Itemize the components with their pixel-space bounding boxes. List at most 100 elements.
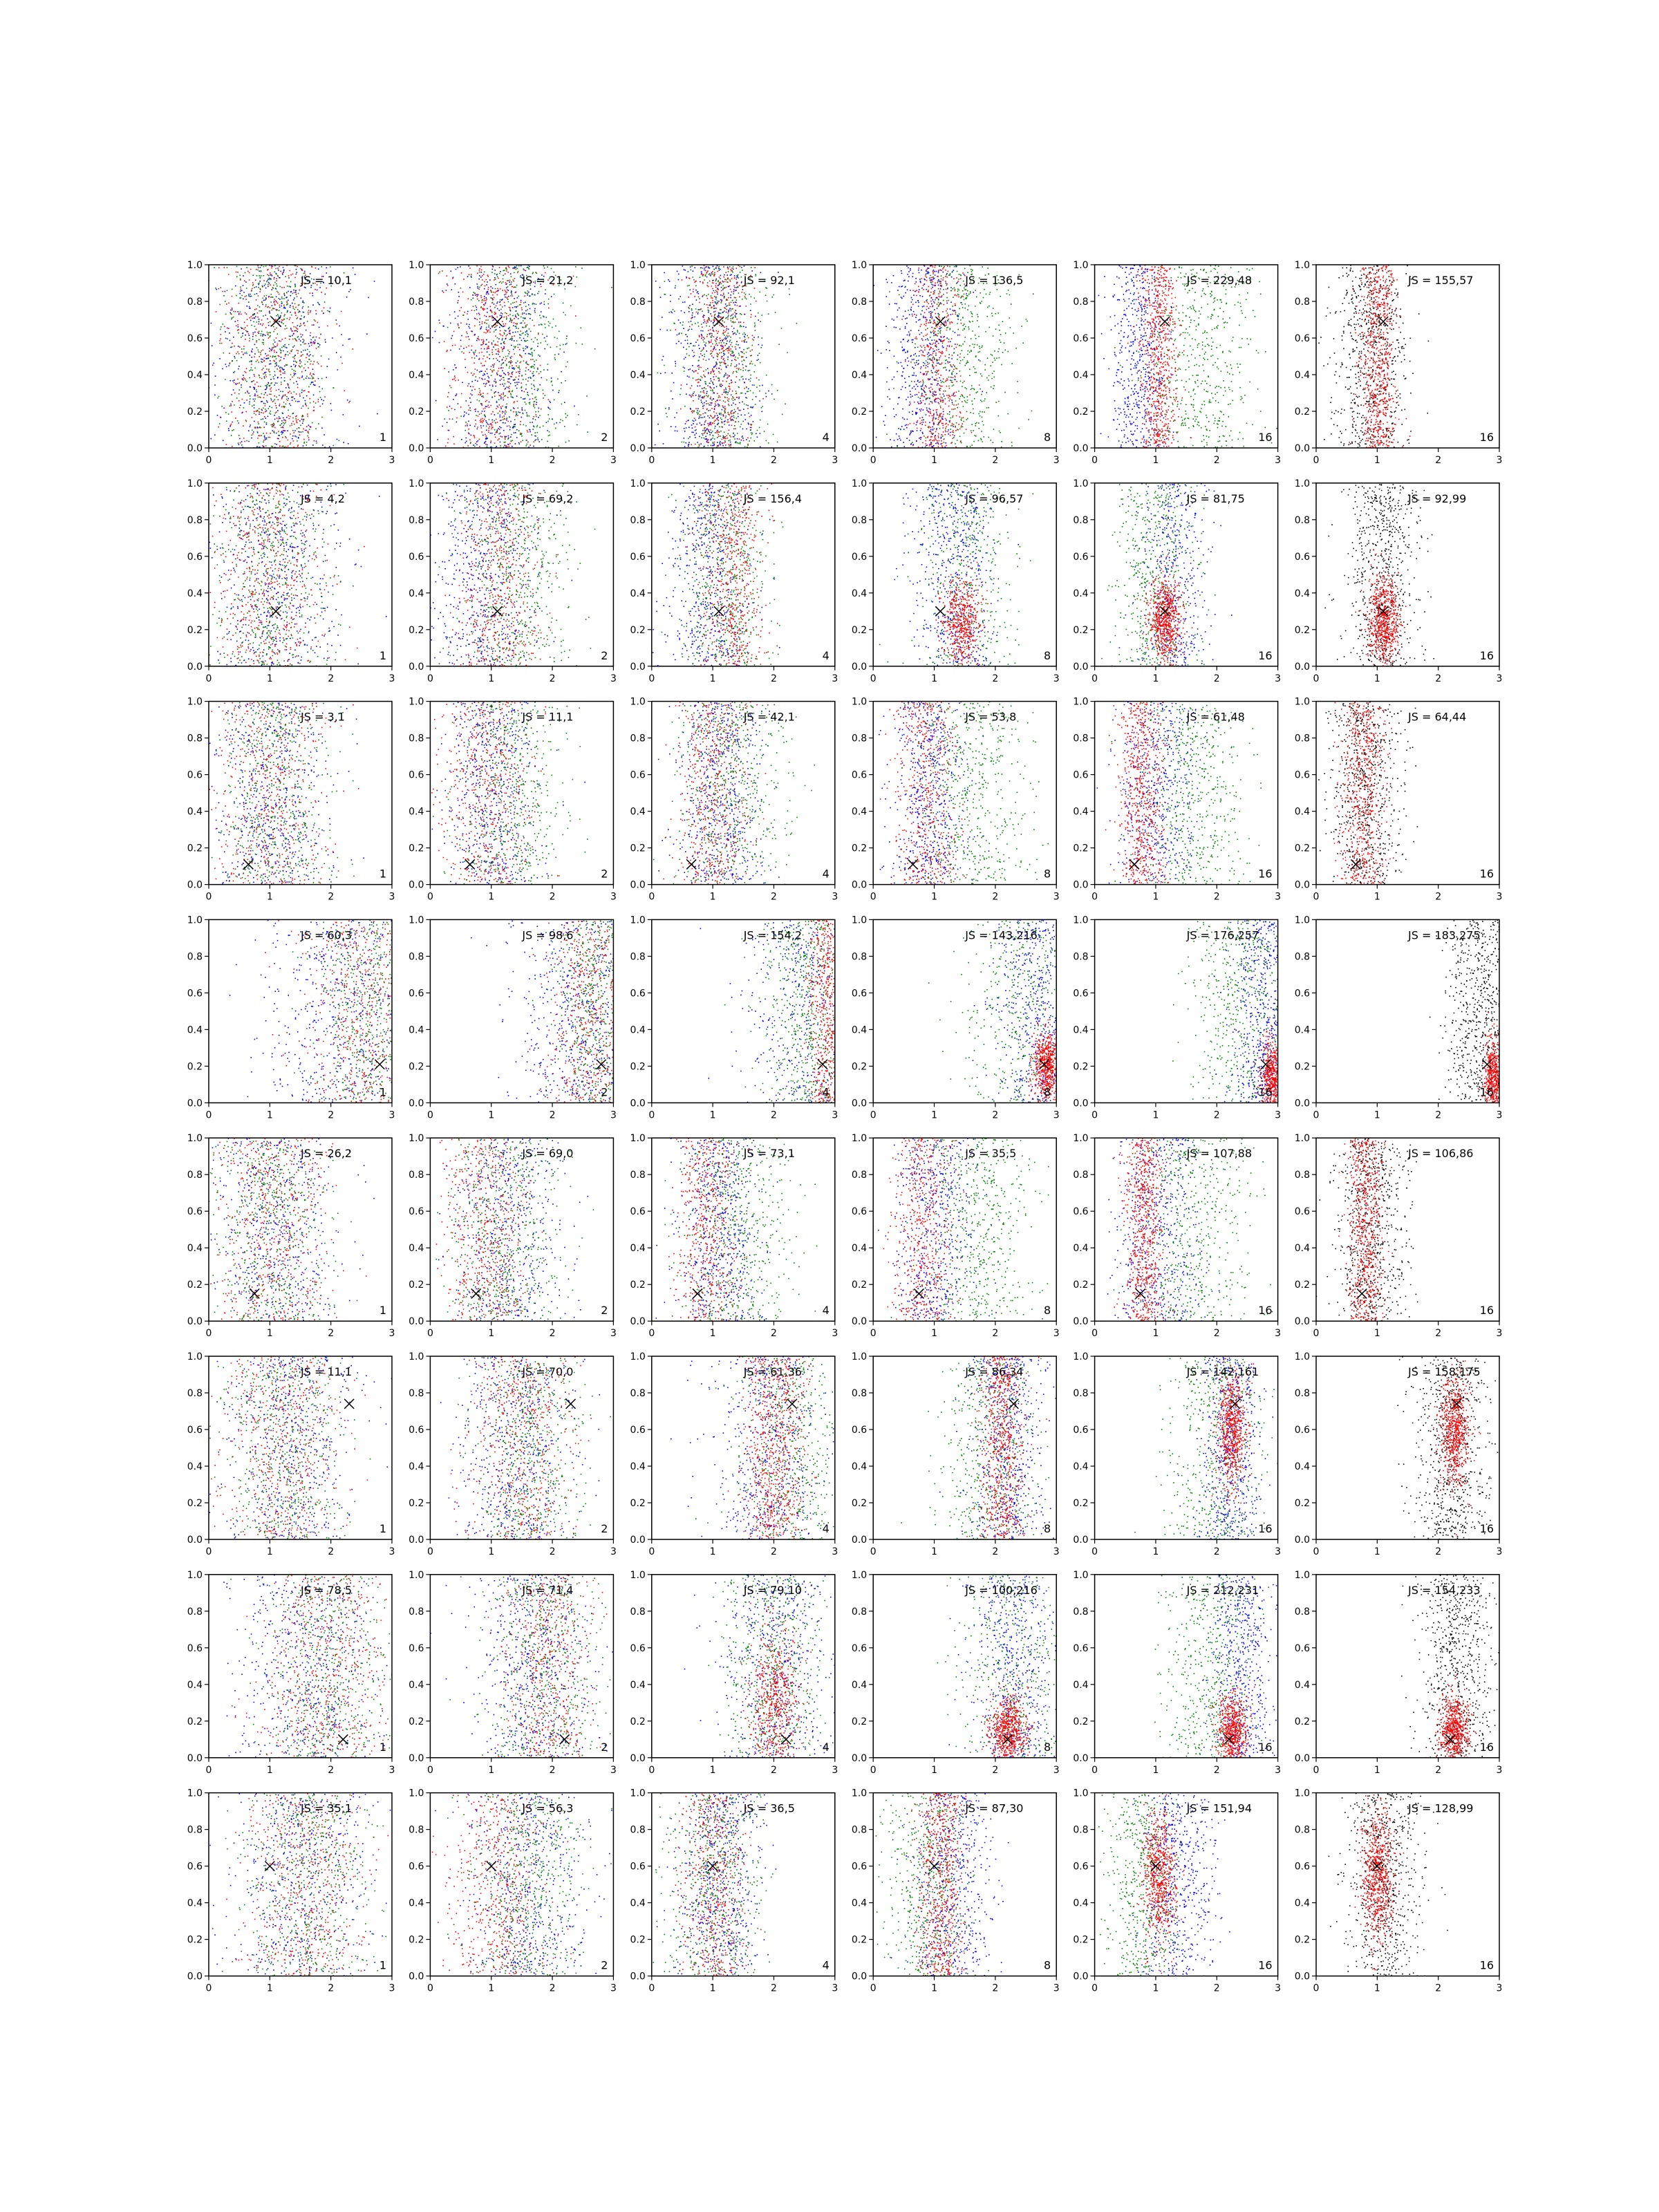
- y-tick-label: 0.2: [409, 1280, 424, 1291]
- x-marker-icon: [271, 606, 281, 616]
- k-value-label: 4: [823, 1741, 830, 1754]
- x-tick-label: 0: [870, 892, 877, 903]
- x-tick-label: 0: [1091, 455, 1098, 466]
- y-tick-label: 0.6: [187, 1206, 203, 1217]
- x-tick-label: 0: [206, 1765, 212, 1776]
- scatter-points: [1127, 265, 1192, 449]
- x-tick-label: 2: [328, 673, 334, 684]
- x-tick-label: 3: [1275, 1109, 1281, 1121]
- point-cloud: [1092, 1793, 1238, 1977]
- y-tick-label: 0.6: [1073, 333, 1088, 344]
- y-tick-label: 0.2: [409, 625, 424, 636]
- x-tick-label: 0: [1091, 1546, 1098, 1557]
- scatter-points: [451, 1356, 592, 1540]
- y-tick-label: 0.0: [1295, 1535, 1310, 1546]
- y-tick-label: 0.0: [1295, 1098, 1310, 1109]
- scatter-points: [1132, 1793, 1238, 1977]
- scatter-points: [649, 1138, 817, 1322]
- plot-frame: [873, 483, 1056, 666]
- y-tick-label: 0.2: [630, 625, 646, 636]
- x-tick-label: 2: [1214, 892, 1220, 903]
- scatter-points: [1178, 1356, 1273, 1540]
- x-tick-label: 2: [1435, 1546, 1441, 1557]
- y-tick-label: 0.0: [1073, 1098, 1088, 1109]
- k-value-label: 2: [601, 1085, 608, 1098]
- x-marker-icon: [1357, 1288, 1367, 1298]
- y-tick-label: 0.2: [1295, 1061, 1310, 1072]
- y-tick-label: 0.6: [1073, 988, 1088, 999]
- y-tick-label: 1.0: [1295, 1570, 1310, 1581]
- y-tick-label: 0.2: [1073, 625, 1088, 636]
- x-tick-label: 1: [931, 1328, 937, 1339]
- k-value-label: 2: [601, 1741, 608, 1754]
- x-tick-label: 3: [1497, 892, 1503, 903]
- x-marker-icon: [693, 1288, 702, 1298]
- y-tick-label: 1.0: [409, 260, 424, 271]
- x-tick-label: 1: [710, 1109, 716, 1121]
- point-cloud: [872, 1138, 1059, 1322]
- scatter-points: [658, 702, 781, 885]
- k-value-label: 2: [601, 431, 608, 444]
- point-cloud: [1097, 702, 1262, 885]
- point-cloud: [471, 920, 617, 1104]
- y-tick-label: 1.0: [187, 915, 203, 926]
- scatter-points: [679, 483, 778, 667]
- y-tick-label: 0.6: [630, 552, 646, 563]
- scatter-panel: 0 1 2 30.00.20.40.60.81.0JS = 35,11: [187, 1788, 395, 1994]
- y-tick-label: 0.4: [1295, 1243, 1310, 1254]
- js-score-label: JS = 154,233: [1407, 1584, 1481, 1597]
- x-tick-label: 2: [1435, 1765, 1441, 1776]
- x-tick-label: 1: [931, 1546, 937, 1557]
- js-score-label: JS = 78,5: [300, 1584, 352, 1597]
- js-score-label: JS = 212,231: [1186, 1584, 1259, 1597]
- scatter-points: [207, 1138, 375, 1322]
- y-tick-label: 0.6: [852, 333, 867, 344]
- y-tick-label: 0.8: [187, 951, 203, 962]
- y-tick-label: 0.4: [1295, 807, 1310, 818]
- y-tick-label: 0.8: [1295, 1825, 1310, 1836]
- y-tick-label: 0.0: [1073, 1971, 1088, 1983]
- y-tick-label: 0.4: [187, 1024, 203, 1035]
- x-tick-label: 2: [992, 1328, 998, 1339]
- point-cloud: [876, 1793, 1009, 1977]
- k-value-label: 4: [823, 1959, 830, 1972]
- x-tick-label: 1: [931, 1109, 937, 1121]
- point-cloud: [206, 1357, 395, 1541]
- x-tick-label: 1: [488, 1546, 494, 1557]
- k-value-label: 16: [1480, 431, 1494, 444]
- y-tick-label: 0.6: [409, 552, 424, 563]
- js-score-label: JS = 136,5: [964, 274, 1023, 287]
- k-value-label: 16: [1258, 1959, 1272, 1972]
- y-tick-label: 0.8: [852, 951, 867, 962]
- y-tick-label: 0.6: [1295, 1206, 1310, 1217]
- y-tick-label: 0.4: [409, 1898, 424, 1909]
- x-tick-label: 1: [1374, 1109, 1380, 1121]
- x-tick-label: 3: [610, 1546, 617, 1557]
- x-tick-label: 0: [427, 673, 433, 684]
- y-tick-label: 0.8: [409, 1170, 424, 1181]
- y-tick-label: 1.0: [1073, 697, 1088, 708]
- scatter-points: [653, 702, 815, 886]
- y-tick-label: 1.0: [1073, 1570, 1088, 1581]
- scatter-panel: 0 1 2 30.00.20.40.60.81.0JS = 73,14: [630, 1133, 838, 1339]
- y-tick-label: 1.0: [630, 1788, 646, 1799]
- k-value-label: 4: [823, 1522, 830, 1535]
- x-tick-label: 2: [992, 1765, 998, 1776]
- y-tick-label: 0.8: [1073, 1606, 1088, 1618]
- k-value-label: 1: [379, 868, 386, 881]
- y-tick-label: 0.2: [852, 625, 867, 636]
- y-tick-label: 0.4: [1073, 1024, 1088, 1035]
- y-tick-label: 0.0: [409, 1753, 424, 1764]
- js-score-label: JS = 128,99: [1407, 1802, 1473, 1815]
- y-tick-label: 0.4: [1073, 807, 1088, 818]
- x-tick-label: 3: [1275, 892, 1281, 903]
- y-tick-label: 0.4: [630, 1898, 646, 1909]
- y-tick-label: 0.8: [409, 1388, 424, 1399]
- y-tick-label: 0.4: [852, 1680, 867, 1691]
- y-tick-label: 0.4: [187, 807, 203, 818]
- y-tick-label: 0.6: [187, 1862, 203, 1873]
- scatter-points: [894, 484, 1020, 668]
- point-cloud: [1398, 1356, 1501, 1540]
